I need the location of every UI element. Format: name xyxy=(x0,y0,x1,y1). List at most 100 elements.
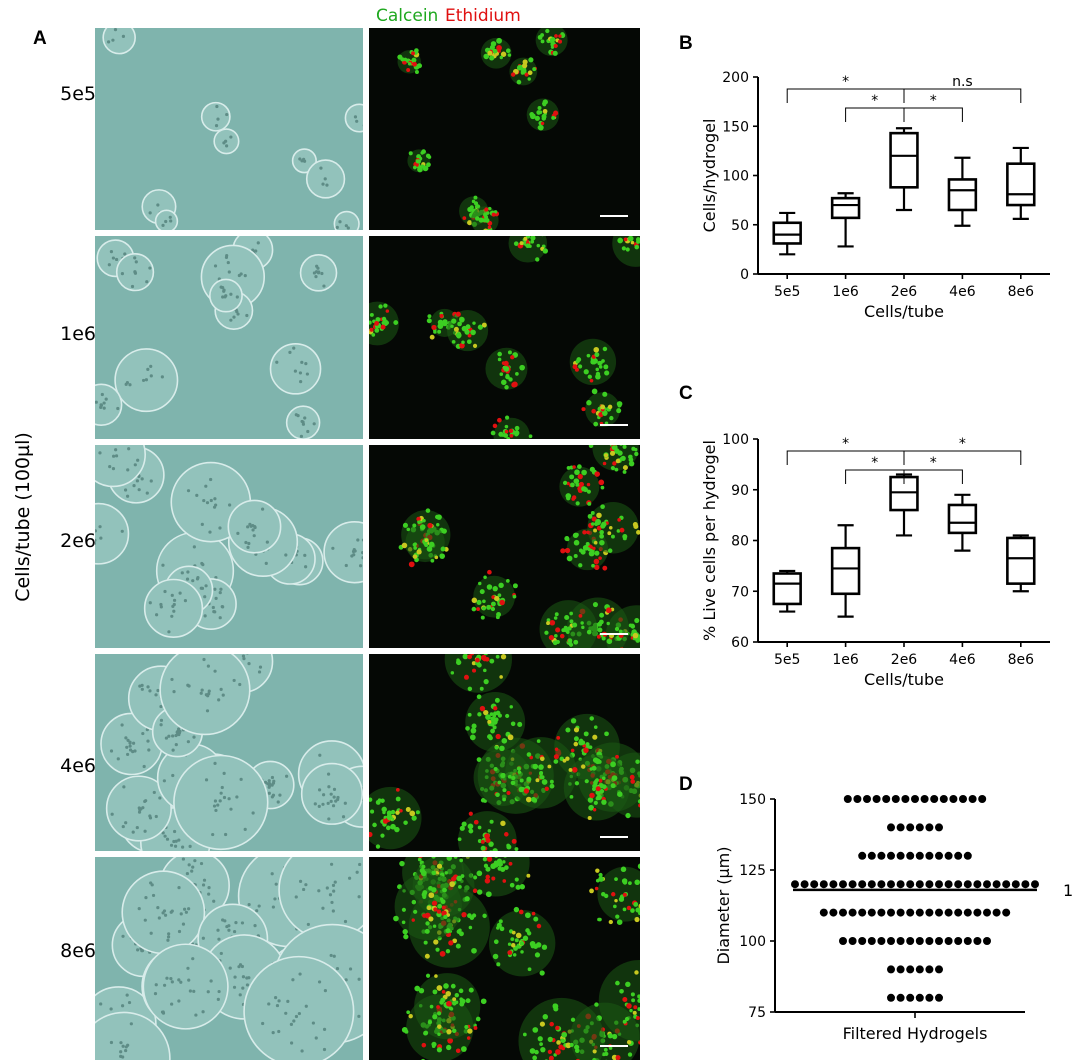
box-5e5 xyxy=(772,211,802,256)
data-point xyxy=(954,937,963,945)
significance-label: n.s xyxy=(952,74,973,90)
data-point xyxy=(983,908,991,917)
data-point xyxy=(915,937,924,945)
box-4e6 xyxy=(947,493,978,552)
data-point xyxy=(935,993,943,1002)
data-point xyxy=(959,795,967,803)
data-point xyxy=(829,908,838,917)
data-point xyxy=(896,965,905,974)
data-point xyxy=(983,937,991,945)
fluorescence-image-1e6 xyxy=(369,236,640,439)
panel-label-c: C xyxy=(679,383,693,404)
box-8e6 xyxy=(1006,534,1036,593)
data-point xyxy=(915,851,924,860)
data-point xyxy=(915,993,924,1002)
significance-label: * xyxy=(842,74,849,90)
data-point xyxy=(858,880,867,889)
panel-label-a: A xyxy=(33,28,47,49)
data-point xyxy=(925,937,934,945)
data-point xyxy=(968,795,977,803)
x-tick-label: 4e6 xyxy=(949,652,976,668)
data-point xyxy=(915,965,924,974)
y-axis-title: % Live cells per hydrogel xyxy=(700,440,719,641)
data-point xyxy=(944,937,953,945)
data-point xyxy=(935,937,943,945)
data-point xyxy=(978,795,987,803)
data-point xyxy=(887,937,895,945)
data-point xyxy=(935,823,943,832)
significance-bracket: * xyxy=(903,436,1022,465)
data-point xyxy=(887,993,895,1002)
data-point xyxy=(930,795,939,803)
data-point xyxy=(896,880,905,889)
brightfield-image-5e5 xyxy=(95,28,363,230)
data-point xyxy=(858,908,867,917)
data-point xyxy=(983,880,991,889)
x-category-label: Filtered Hydrogels xyxy=(843,1024,988,1043)
y-axis-title: Cells/hydrogel xyxy=(700,119,719,233)
data-point xyxy=(973,937,982,945)
y-axis-title: Diameter (µm) xyxy=(714,846,733,964)
y-tick-label: 70 xyxy=(731,584,749,600)
data-point xyxy=(810,880,819,889)
box-iqr xyxy=(1006,536,1036,585)
fluorescence-image-2e6 xyxy=(369,445,640,648)
data-point xyxy=(954,908,963,917)
fluorescence-image-5e5 xyxy=(369,28,640,230)
data-point xyxy=(925,851,934,860)
data-point xyxy=(944,908,953,917)
box-iqr xyxy=(1006,162,1036,207)
data-point xyxy=(853,795,862,803)
brightfield-image-1e6 xyxy=(95,236,363,439)
data-point xyxy=(896,993,905,1002)
data-point xyxy=(992,880,1001,889)
data-point xyxy=(896,908,905,917)
data-point xyxy=(882,795,891,803)
data-point xyxy=(925,880,934,889)
data-point xyxy=(906,851,915,860)
data-point xyxy=(906,965,915,974)
box-1e6 xyxy=(830,192,861,248)
x-tick-label: 2e6 xyxy=(891,652,918,668)
significance-label: * xyxy=(871,93,878,109)
fluorescence-image-8e6 xyxy=(369,857,640,1060)
y-tick-label: 100 xyxy=(722,169,749,185)
data-point xyxy=(925,908,934,917)
x-tick-label: 1e6 xyxy=(832,652,859,668)
y-tick-label: 100 xyxy=(722,432,749,448)
y-tick-label: 0 xyxy=(740,267,749,283)
data-point xyxy=(954,851,963,860)
brightfield-image-2e6 xyxy=(95,445,363,648)
significance-bracket: * xyxy=(845,93,905,122)
y-tick-label: 80 xyxy=(731,534,749,550)
data-point xyxy=(896,937,905,945)
row-label-4e6: 4e6 xyxy=(60,755,96,777)
data-point xyxy=(819,908,828,917)
box-2e6 xyxy=(889,127,919,212)
data-point xyxy=(925,993,934,1002)
data-point xyxy=(1002,880,1011,889)
x-tick-label: 4e6 xyxy=(949,284,976,300)
significance-label: * xyxy=(842,436,849,452)
y-tick-label: 150 xyxy=(739,792,766,808)
significance-label: * xyxy=(930,93,937,109)
box-8e6 xyxy=(1006,146,1036,220)
box-iqr xyxy=(772,221,802,245)
data-point xyxy=(867,880,876,889)
data-point xyxy=(915,908,924,917)
fluorescence-image-4e6 xyxy=(369,654,640,851)
significance-bracket: * xyxy=(786,436,905,465)
data-point xyxy=(863,795,871,803)
significance-label: * xyxy=(930,455,937,471)
data-point xyxy=(867,908,876,917)
row-label-2e6: 2e6 xyxy=(60,530,96,552)
data-point xyxy=(906,993,915,1002)
panel-label-d: D xyxy=(679,774,693,795)
significance-label: * xyxy=(871,455,878,471)
data-point xyxy=(867,937,876,945)
data-point xyxy=(963,880,972,889)
data-point xyxy=(887,823,895,832)
data-point xyxy=(911,795,919,803)
data-point xyxy=(906,908,915,917)
data-point xyxy=(963,908,972,917)
